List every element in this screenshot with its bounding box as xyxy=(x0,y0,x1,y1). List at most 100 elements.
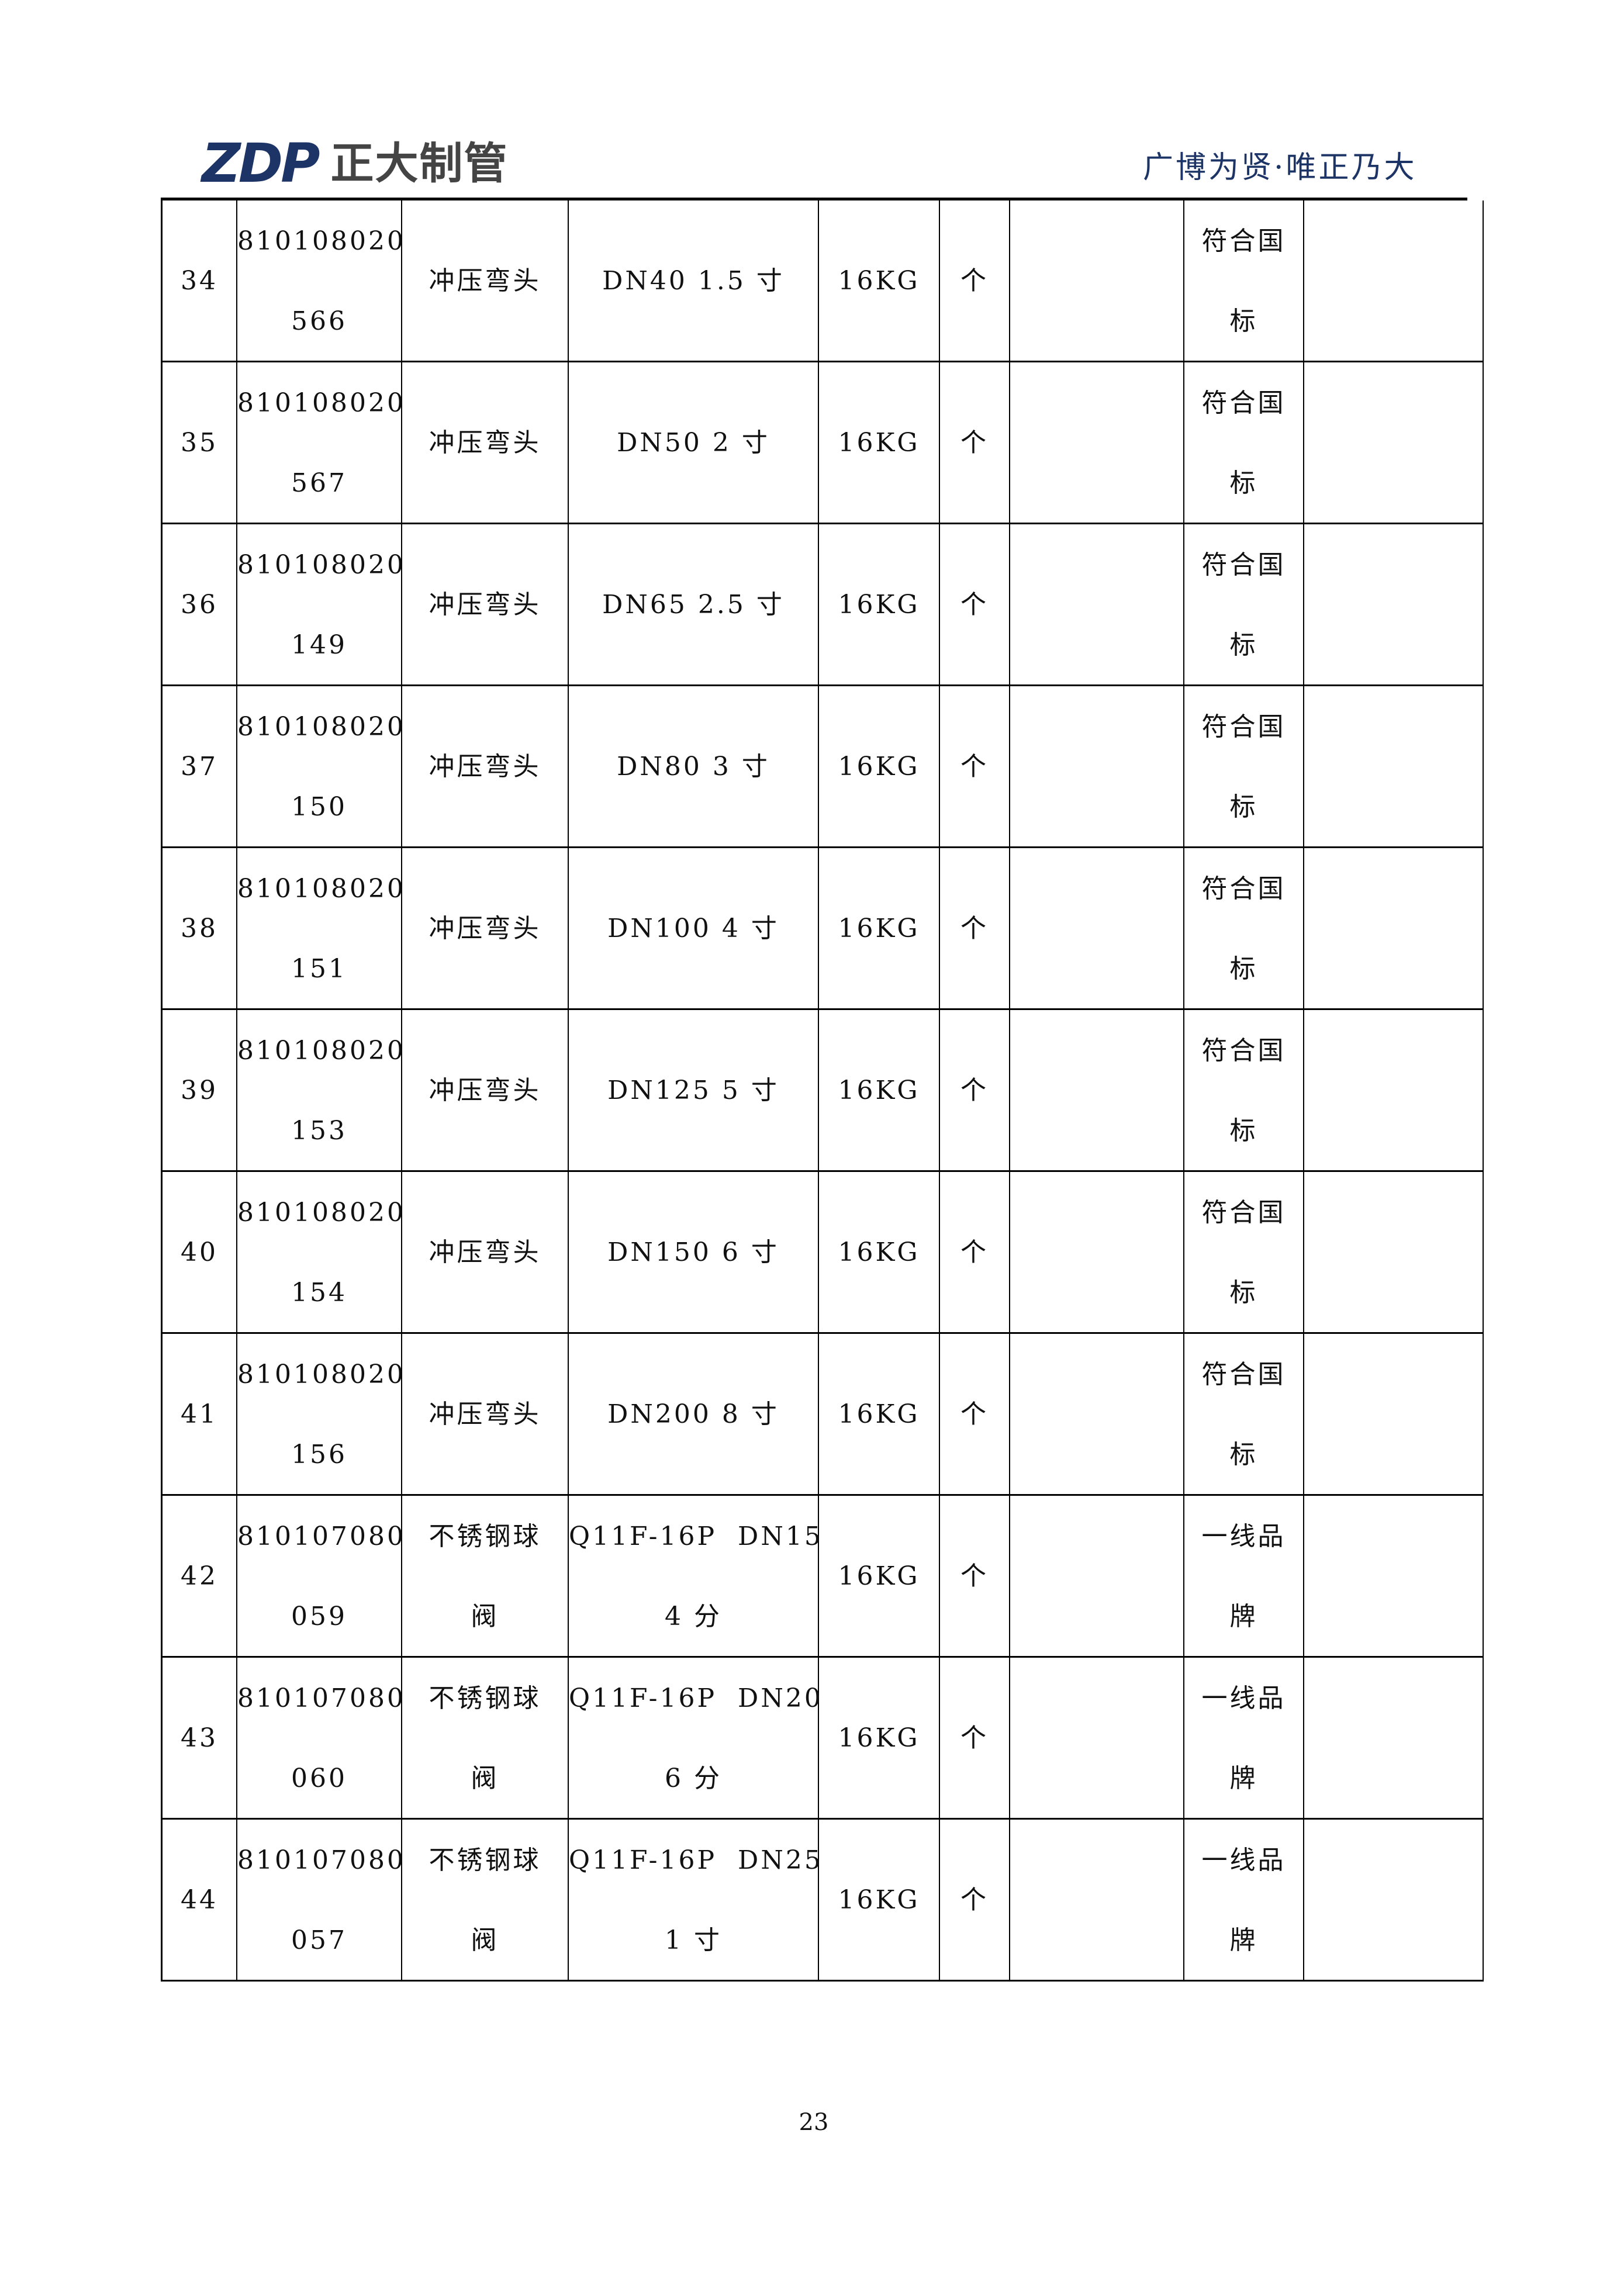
cell-unit: 个 xyxy=(940,848,1010,1008)
page-number: 23 xyxy=(799,2109,829,2136)
cell-standard: 符合国标 xyxy=(1184,524,1304,684)
cell-text: 34 xyxy=(181,266,218,296)
cell-text: 阀 xyxy=(471,1764,499,1793)
cell-name: 不锈钢球阀 xyxy=(402,1496,569,1656)
cell-text: 38 xyxy=(181,914,218,943)
cell-standard: 符合国标 xyxy=(1184,362,1304,523)
cell-unit: 个 xyxy=(940,686,1010,846)
cell-text: 36 xyxy=(181,590,218,620)
cell-text: 39 xyxy=(181,1076,218,1105)
cell-text: 1 寸 xyxy=(665,1925,722,1955)
cell-text: 一线品 xyxy=(1201,1683,1286,1713)
cell-pressure: 16KG xyxy=(819,524,940,684)
cell-text: 个 xyxy=(960,1237,989,1267)
cell-standard: 符合国标 xyxy=(1184,1172,1304,1332)
cell-text: 057 xyxy=(291,1925,347,1955)
cell-text: 牌 xyxy=(1229,1925,1258,1955)
table-row: 37 810108020 150 冲压弯头 DN80 3 寸 16KG 个 符合国标 xyxy=(163,686,1483,848)
cell-unit: 个 xyxy=(940,1820,1010,1980)
cell-text: 标 xyxy=(1229,630,1258,660)
cell-text: 冲压弯头 xyxy=(429,1399,541,1429)
cell-text: 符合国 xyxy=(1201,388,1286,418)
cell-text: 810108020 xyxy=(237,1360,406,1389)
cell-no: 39 xyxy=(163,1010,237,1170)
cell-text: 810108020 xyxy=(237,712,406,742)
cell-spec: DN65 2.5 寸 xyxy=(569,524,819,684)
table-row: 40 810108020 154 冲压弯头 DN150 6 寸 16KG 个 符合国标 xyxy=(163,1172,1483,1334)
cell-text: 149 xyxy=(291,630,347,660)
cell-name: 冲压弯头 xyxy=(402,1010,569,1170)
cell-text: 个 xyxy=(960,1399,989,1429)
cell-standard: 符合国标 xyxy=(1184,686,1304,846)
cell-spec: Q11F-16P DN25 1 寸 xyxy=(569,1820,821,1980)
cell-text: 个 xyxy=(960,914,989,943)
logo-text: 正大制管 xyxy=(330,139,509,189)
cell-text: 一线品 xyxy=(1201,1522,1286,1551)
cell-text: 4 分 xyxy=(665,1602,722,1631)
product-table: 34 810108020 566 冲压弯头 DN40 1.5 寸 16KG 个符合国标 35 8… xyxy=(161,200,1484,1982)
cell-remark xyxy=(1304,200,1483,361)
cell-text: Q11F-16P DN20 xyxy=(569,1683,823,1713)
cell-code: 810108020 566 xyxy=(237,200,403,361)
cell-spec: DN125 5 寸 xyxy=(569,1010,819,1170)
cell-text: 符合国 xyxy=(1201,226,1286,256)
cell-text: 冲压弯头 xyxy=(429,1076,541,1105)
cell-text: 冲压弯头 xyxy=(429,590,541,620)
company-slogan: 广博为贤·唯正乃大 xyxy=(1143,150,1417,185)
cell-qty xyxy=(1010,1172,1184,1332)
cell-text: 个 xyxy=(960,1561,989,1591)
cell-text: DN65 2.5 寸 xyxy=(602,590,785,620)
cell-name: 冲压弯头 xyxy=(402,1334,569,1494)
cell-pressure: 16KG xyxy=(819,200,940,361)
table-row: 36 810108020 149 冲压弯头 DN65 2.5 寸 16KG 个 符合国标 xyxy=(163,524,1483,686)
cell-text: 标 xyxy=(1229,306,1258,336)
cell-unit: 个 xyxy=(940,1658,1010,1818)
cell-text: 153 xyxy=(291,1116,347,1146)
cell-text: 标 xyxy=(1229,954,1258,984)
cell-qty xyxy=(1010,524,1184,684)
cell-text: 41 xyxy=(181,1399,218,1429)
cell-qty xyxy=(1010,848,1184,1008)
cell-text: 154 xyxy=(291,1278,347,1308)
company-logo: ZDP 正大制管 xyxy=(202,137,509,191)
cell-name: 不锈钢球阀 xyxy=(402,1820,569,1980)
table-row: 44 810107080 057 不锈钢球阀 Q11F-16P DN25 1 寸 16KG 个… xyxy=(163,1820,1483,1982)
cell-text: 个 xyxy=(960,1076,989,1105)
cell-code: 810107080 057 xyxy=(237,1820,403,1980)
cell-text: 810108020 xyxy=(237,388,406,418)
cell-text: DN80 3 寸 xyxy=(617,752,770,782)
cell-standard: 符合国标 xyxy=(1184,200,1304,361)
cell-text: 16KG xyxy=(838,266,920,296)
cell-code: 810108020 150 xyxy=(237,686,406,846)
cell-text: 16KG xyxy=(838,1399,920,1429)
cell-text: 个 xyxy=(960,266,989,296)
cell-text: 16KG xyxy=(838,1076,920,1105)
cell-text: 标 xyxy=(1229,468,1258,498)
cell-remark xyxy=(1304,1496,1483,1656)
cell-name: 冲压弯头 xyxy=(402,362,569,523)
cell-text: 16KG xyxy=(838,590,920,620)
cell-pressure: 16KG xyxy=(819,848,940,1008)
cell-spec: Q11F-16P DN20 6 分 xyxy=(569,1658,823,1818)
cell-pressure: 16KG xyxy=(819,1820,940,1980)
cell-text: 16KG xyxy=(838,1237,920,1267)
cell-no: 38 xyxy=(163,848,237,1008)
cell-text: 标 xyxy=(1229,1440,1258,1469)
cell-no: 42 xyxy=(163,1496,237,1656)
cell-text: 16KG xyxy=(838,1561,920,1591)
cell-text: 16KG xyxy=(838,428,920,458)
cell-remark xyxy=(1304,1820,1483,1980)
cell-text: 冲压弯头 xyxy=(429,428,541,458)
cell-spec: DN50 2 寸 xyxy=(569,362,819,523)
cell-no: 41 xyxy=(163,1334,237,1494)
cell-name: 冲压弯头 xyxy=(402,524,569,684)
cell-code: 810108020 567 xyxy=(237,362,406,523)
cell-text: 059 xyxy=(291,1602,347,1631)
cell-qty xyxy=(1010,1010,1184,1170)
cell-no: 35 xyxy=(163,362,237,523)
cell-pressure: 16KG xyxy=(819,1658,940,1818)
cell-name: 冲压弯头 xyxy=(402,848,569,1008)
cell-remark xyxy=(1304,848,1483,1008)
cell-standard: 一线品牌 xyxy=(1184,1658,1304,1818)
cell-qty xyxy=(1010,362,1184,523)
